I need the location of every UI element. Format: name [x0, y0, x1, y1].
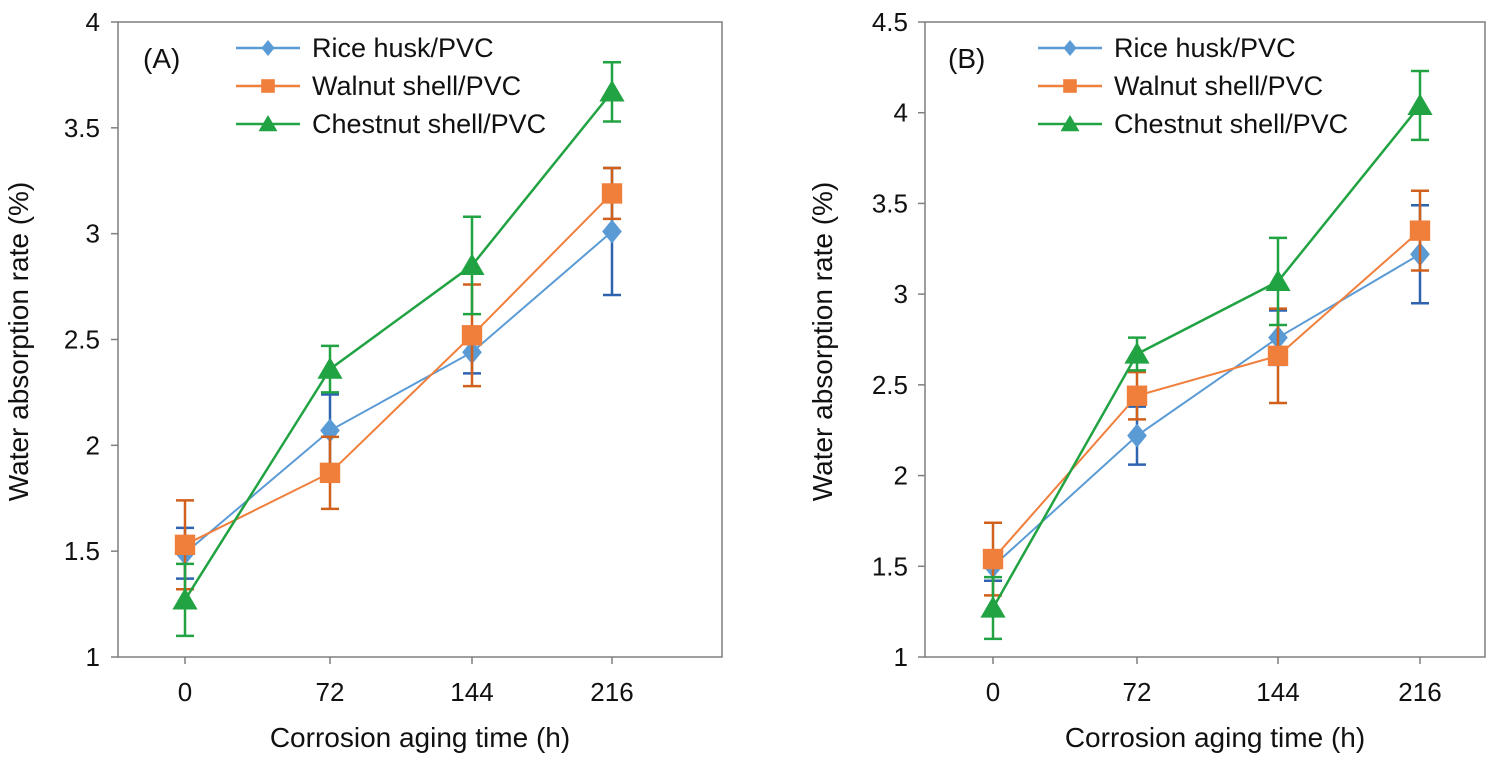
data-point: [461, 325, 483, 346]
x-axis-label: Corrosion aging time (h): [270, 722, 570, 753]
data-point: [1409, 220, 1431, 241]
data-point: [1124, 342, 1150, 364]
x-tick-label: 0: [986, 677, 1000, 707]
data-point: [1407, 93, 1433, 116]
legend-marker-triangle: [1060, 115, 1080, 132]
data-point: [980, 596, 1006, 618]
series-line: [992, 253, 1421, 568]
y-tick-label: 1: [86, 642, 100, 672]
series-triangle: [172, 60, 625, 638]
legend-marker-diamond: [261, 40, 275, 56]
x-tick-label: 0: [178, 677, 192, 707]
legend-label: Rice husk/PVC: [312, 33, 494, 63]
x-tick-label: 72: [1123, 677, 1152, 707]
x-tick-label: 216: [1398, 677, 1441, 707]
data-point: [602, 219, 622, 244]
panel-label: (A): [143, 43, 180, 74]
series-square: [174, 166, 623, 591]
data-point: [599, 79, 625, 102]
series-line: [184, 192, 613, 546]
y-tick-label: 1.5: [64, 536, 100, 566]
data-point: [982, 548, 1004, 570]
data-point: [319, 462, 341, 484]
x-tick-label: 72: [316, 677, 345, 707]
data-point: [459, 253, 485, 276]
series-diamond: [983, 203, 1430, 583]
data-point: [601, 183, 623, 204]
legend-marker-square: [1063, 79, 1077, 93]
y-tick-label: 2.5: [872, 370, 908, 400]
y-tick-label: 4: [86, 7, 100, 37]
data-point: [1265, 269, 1291, 292]
chart-panel-b: 1 1.5 2 2.5 3 3.5 4 4.5 0 72 144 216 Corrosion aging…: [807, 7, 1486, 753]
legend-label: Chestnut shell/PVC: [312, 109, 546, 139]
data-point: [1127, 423, 1147, 448]
legend-label: Rice husk/PVC: [1114, 33, 1296, 63]
series-line: [991, 104, 1421, 609]
series-line: [992, 229, 1421, 560]
y-axis-label: Water absorption rate (%): [3, 182, 34, 502]
data-point: [1267, 345, 1289, 367]
y-tick-label: 1: [894, 642, 908, 672]
y-tick-label: 4: [894, 98, 908, 128]
data-point: [172, 587, 198, 610]
y-tick-label: 2: [894, 461, 908, 491]
legend-label: Walnut shell/PVC: [312, 71, 521, 101]
series-line: [183, 91, 613, 601]
chart-panel-a: 1 1.5 2 2.5 3 3.5 4 0 72 144 216 Corrosion aging ti…: [3, 7, 723, 753]
y-tick-label: 2: [86, 430, 100, 460]
y-tick-label: 4.5: [872, 7, 908, 37]
y-axis-label: Water absorption rate (%): [807, 182, 838, 502]
legend-marker-square: [261, 79, 275, 93]
y-tick-label: 1.5: [872, 551, 908, 581]
data-point: [174, 534, 196, 556]
x-tick-label: 216: [590, 677, 633, 707]
data-point: [317, 357, 343, 379]
plot-frame: [924, 21, 1486, 658]
y-tick-label: 3: [86, 219, 100, 249]
x-axis-label: Corrosion aging time (h): [1065, 722, 1365, 753]
legend-label: Walnut shell/PVC: [1114, 71, 1323, 101]
y-tick-label: 2.5: [64, 325, 100, 355]
legend-marker-diamond: [1063, 40, 1077, 56]
series-square: [982, 189, 1431, 597]
y-tick-label: 3.5: [64, 113, 100, 143]
x-tick-label: 144: [1256, 677, 1299, 707]
series-line: [184, 230, 613, 555]
data-point: [1126, 385, 1148, 406]
panel-label: (B): [948, 43, 985, 74]
legend-label: Chestnut shell/PVC: [1114, 109, 1348, 139]
y-tick-label: 3.5: [872, 188, 908, 218]
x-tick-label: 144: [450, 677, 493, 707]
legend-marker-triangle: [258, 115, 278, 132]
y-tick-label: 3: [894, 279, 908, 309]
series-triangle: [980, 69, 1433, 641]
